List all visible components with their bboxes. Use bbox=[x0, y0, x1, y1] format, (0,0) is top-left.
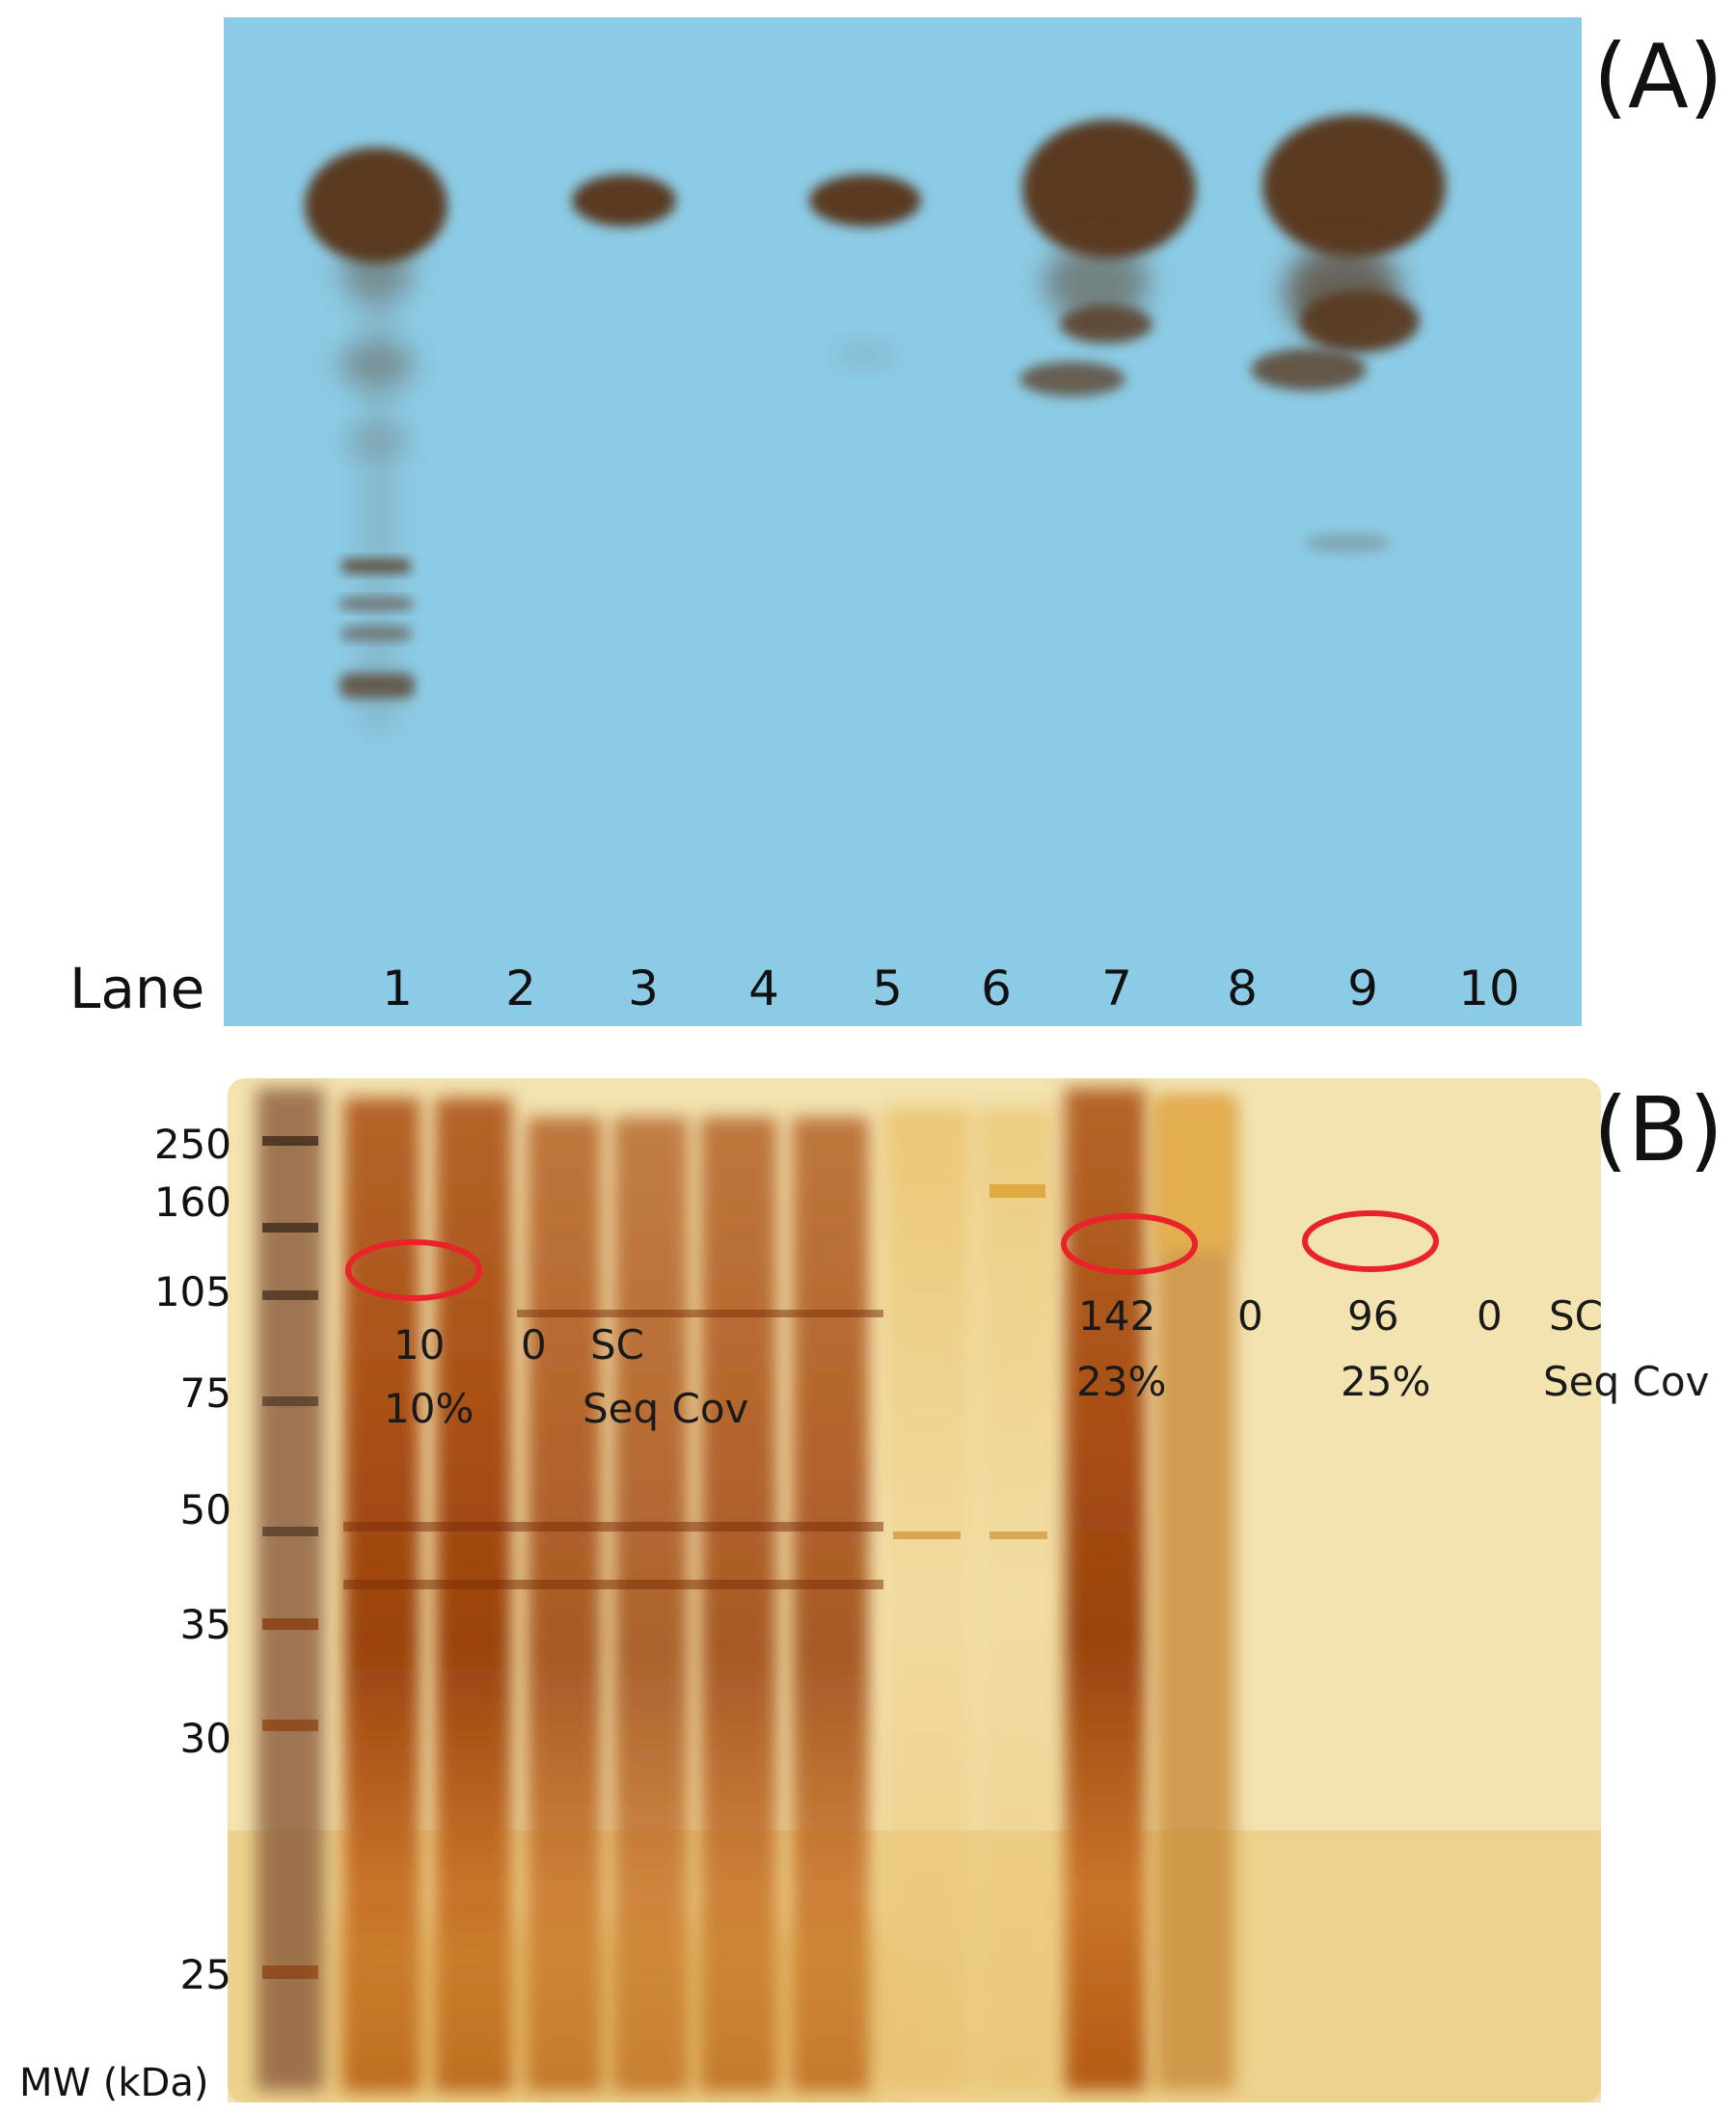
lane-5-bands bbox=[809, 175, 921, 366]
lane-7-spectral-count: 142 bbox=[1078, 1292, 1156, 1340]
lane-1-seq-coverage: 10% bbox=[384, 1385, 475, 1432]
lane-number-2: 2 bbox=[505, 961, 536, 1016]
lane-number-6: 6 bbox=[981, 961, 1012, 1016]
silver-stained-gel bbox=[228, 1078, 1601, 2102]
lane-1-spectral-count: 10 bbox=[393, 1321, 446, 1369]
lane-2-spectral-count: 0 bbox=[521, 1321, 547, 1369]
lane-9-bands bbox=[1251, 115, 1446, 553]
mw-marker-30: 30 bbox=[179, 1715, 231, 1762]
sample-lanes-light bbox=[883, 1107, 1055, 2091]
seq-cov-label-left: Seq Cov bbox=[583, 1385, 749, 1432]
lane-10-spectral-count: 0 bbox=[1477, 1292, 1503, 1340]
lane-number-5: 5 bbox=[872, 961, 903, 1016]
lane-number-10: 10 bbox=[1458, 961, 1520, 1016]
western-blot-film bbox=[224, 17, 1582, 1026]
lane-1-bands bbox=[305, 148, 448, 731]
lane-number-9: 9 bbox=[1347, 961, 1378, 1016]
sc-label-right: SC bbox=[1549, 1292, 1603, 1340]
mw-marker-75: 75 bbox=[179, 1369, 231, 1417]
panel-b-label: (B) bbox=[1593, 1078, 1723, 1181]
mw-marker-25: 25 bbox=[179, 1951, 231, 1998]
lane-8-spectral-count: 0 bbox=[1237, 1292, 1263, 1340]
mw-axis-label: MW (kDa) bbox=[19, 2061, 209, 2105]
lane-number-3: 3 bbox=[628, 961, 659, 1016]
lane-7-seq-coverage: 23% bbox=[1076, 1358, 1167, 1405]
sample-lanes-dark bbox=[334, 1098, 883, 2091]
seq-cov-label-right: Seq Cov bbox=[1543, 1358, 1710, 1405]
marker-lane bbox=[257, 1088, 324, 2091]
lane-number-7: 7 bbox=[1101, 961, 1132, 1016]
lane-axis-label: Lane bbox=[69, 956, 205, 1021]
mw-marker-105: 105 bbox=[153, 1268, 231, 1315]
mw-marker-160: 160 bbox=[153, 1179, 231, 1226]
lane-number-1: 1 bbox=[382, 961, 413, 1016]
lane-number-8: 8 bbox=[1227, 961, 1258, 1016]
mw-marker-35: 35 bbox=[179, 1601, 231, 1648]
panel-a-label: (A) bbox=[1593, 25, 1723, 128]
lane-number-4: 4 bbox=[748, 961, 779, 1016]
mw-marker-250: 250 bbox=[153, 1121, 231, 1168]
lane-9-seq-coverage: 25% bbox=[1341, 1358, 1431, 1405]
sc-label-left: SC bbox=[590, 1321, 644, 1369]
lane-3-bands bbox=[572, 175, 676, 227]
lane-7-bands bbox=[1019, 120, 1196, 396]
gel-horizontal-bands bbox=[343, 1310, 883, 1589]
lane-9-spectral-count: 96 bbox=[1347, 1292, 1399, 1340]
mw-marker-50: 50 bbox=[179, 1486, 231, 1533]
